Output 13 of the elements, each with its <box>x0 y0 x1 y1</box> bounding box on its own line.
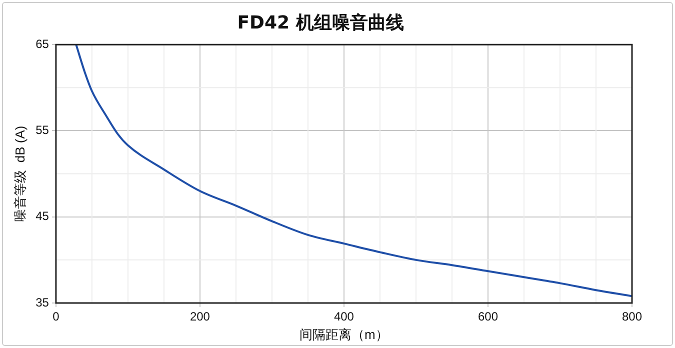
x-tick-label: 800 <box>622 310 642 324</box>
x-axis-title: 间隔距离（m） <box>300 326 388 342</box>
x-tick-label: 400 <box>334 310 354 324</box>
x-tick-label: 600 <box>478 310 498 324</box>
line-series <box>75 44 632 298</box>
y-axis-title: 噪音等级 dB (A) <box>12 126 28 222</box>
x-tick-label: 200 <box>190 310 210 324</box>
chart-title: FD42 机组噪音曲线 <box>237 12 404 34</box>
y-tick-label: 65 <box>36 36 50 51</box>
y-tick-label: 55 <box>36 123 50 138</box>
y-tick-label: 35 <box>36 295 50 310</box>
x-tick-label: 0 <box>52 310 60 324</box>
y-tick-label: 45 <box>36 209 50 224</box>
